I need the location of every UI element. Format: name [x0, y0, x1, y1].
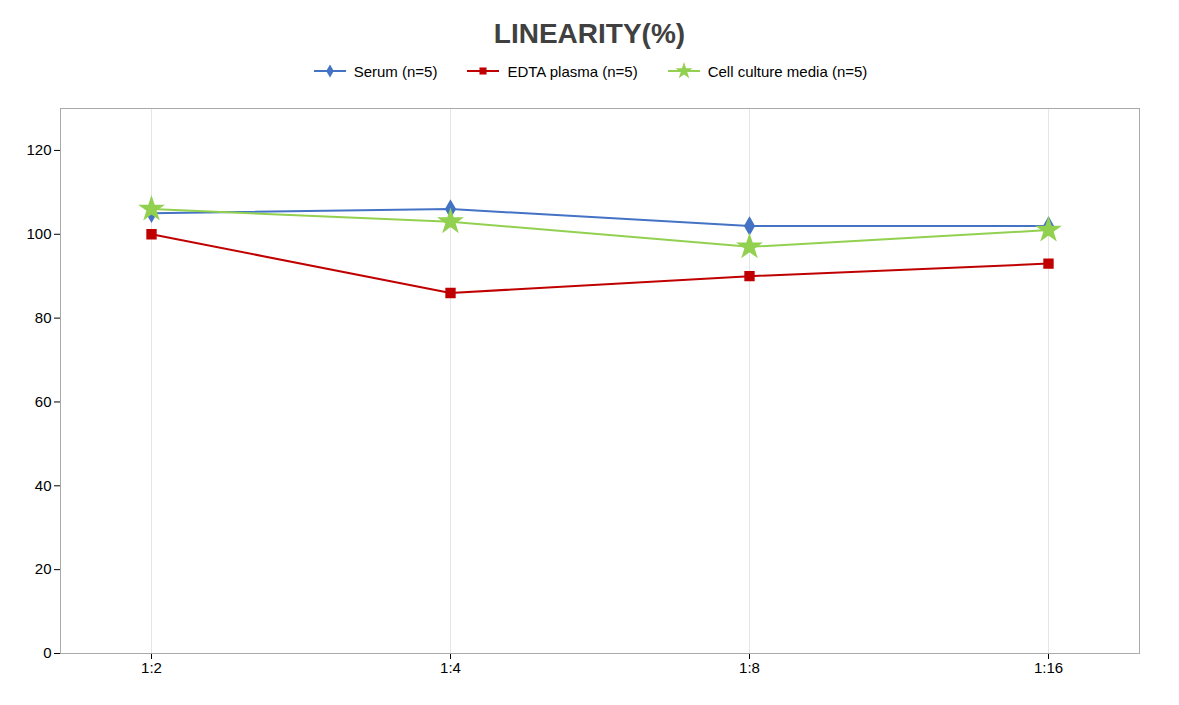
svg-text:1:16: 1:16: [1034, 659, 1063, 676]
svg-text:120: 120: [26, 141, 51, 158]
svg-text:1:4: 1:4: [440, 659, 461, 676]
svg-text:20: 20: [35, 560, 52, 577]
svg-text:80: 80: [35, 309, 52, 326]
svg-text:40: 40: [35, 477, 52, 494]
html-text:EDTA plasma (n=5): EDTA plasma (n=5): [507, 62, 638, 80]
html-text:LINEARITY(%): LINEARITY(%): [493, 18, 686, 49]
svg-text:100: 100: [26, 225, 51, 242]
svg-text:0: 0: [43, 644, 51, 661]
svg-text:1:2: 1:2: [141, 659, 162, 676]
svg-text:60: 60: [35, 393, 52, 410]
html-text:Serum (n=5): Serum (n=5): [353, 62, 438, 80]
svg-text:1:8: 1:8: [739, 659, 760, 676]
html-text:Cell culture media (n=5): Cell culture media (n=5): [707, 62, 868, 80]
